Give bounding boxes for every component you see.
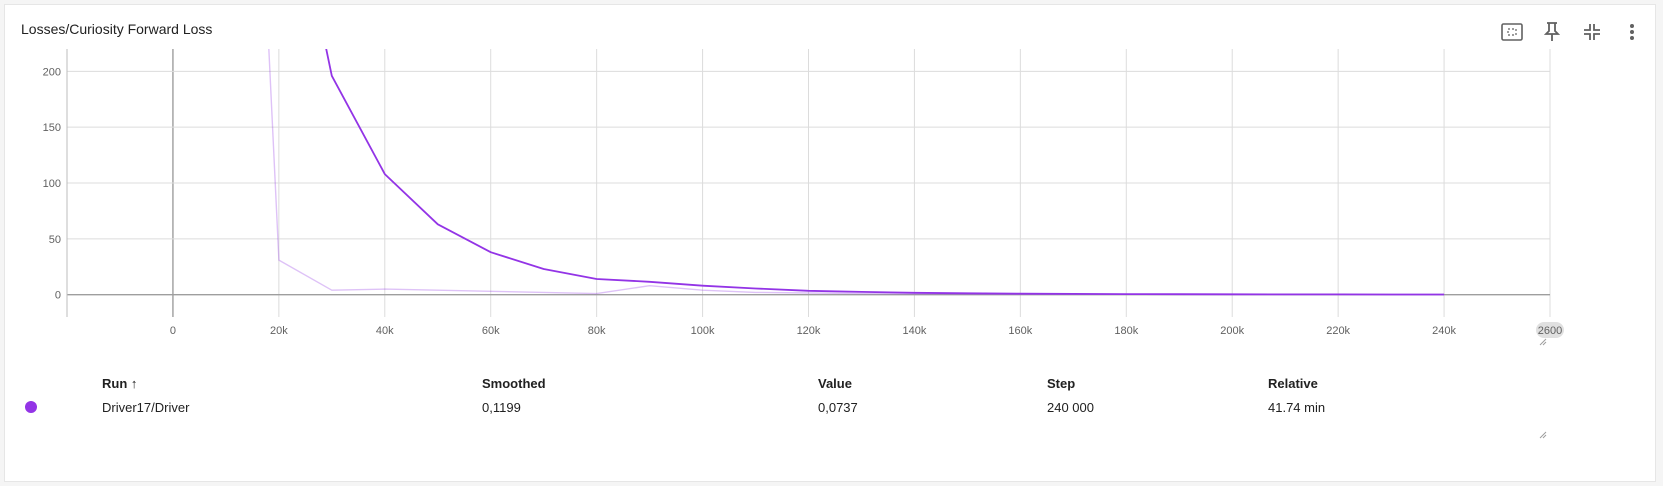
x-tick-label: 180k: [1114, 325, 1138, 337]
raw-value: 0,0737: [818, 400, 858, 415]
more-vert-icon: [1630, 24, 1634, 40]
header-value: Value: [818, 376, 852, 391]
x-tick-label: 120k: [797, 325, 821, 337]
x-tick-label: 2600: [1538, 325, 1562, 337]
x-tick-label: 140k: [902, 325, 926, 337]
run-name: Driver17/Driver: [102, 400, 190, 415]
collapse-button[interactable]: [1579, 19, 1605, 45]
step-value: 240 000: [1047, 400, 1094, 415]
smoothed-series-line: [325, 49, 1445, 296]
x-tick-label: 20k: [270, 325, 288, 337]
header-smoothed: Smoothed: [482, 376, 546, 391]
chart-card: Losses/Curiosity Forward Loss 0: [4, 4, 1656, 482]
header-step: Step: [1047, 376, 1076, 391]
y-tick-label: 100: [43, 178, 61, 190]
fit-domain-button[interactable]: [1499, 19, 1525, 45]
chart-resize-handle[interactable]: [1539, 338, 1547, 346]
card-resize-handle[interactable]: [1539, 431, 1547, 439]
x-tick-label: 240k: [1432, 325, 1456, 337]
x-tick-highlight: [1536, 322, 1564, 338]
collapse-icon: [1584, 24, 1600, 40]
relative-time: 41.74 min: [1268, 400, 1326, 415]
x-tick-label: 220k: [1326, 325, 1350, 337]
header-relative: Relative: [1268, 376, 1318, 391]
x-tick-label: 160k: [1008, 325, 1032, 337]
card-toolbar: [1499, 19, 1645, 45]
line-chart[interactable]: 0 20k 40k 60k 80k 100k 120k 140k 160k 180k 200k 220…: [5, 5, 1657, 370]
pin-icon: [1544, 22, 1560, 41]
pin-button[interactable]: [1539, 19, 1565, 45]
y-tick-label: 150: [43, 122, 61, 134]
raw-series-line: [268, 49, 1445, 296]
x-tick-label: 80k: [588, 325, 606, 337]
x-tick-label: 60k: [482, 325, 500, 337]
x-tick-label: 40k: [376, 325, 394, 337]
header-run[interactable]: Run ↑: [102, 376, 138, 391]
fit-domain-icon: [1501, 23, 1523, 41]
chart-title: Losses/Curiosity Forward Loss: [21, 21, 213, 37]
x-tick-label: 0: [170, 325, 176, 337]
y-tick-label: 0: [55, 290, 61, 302]
x-tick-label: 100k: [691, 325, 715, 337]
y-tick-label: 200: [43, 66, 61, 78]
x-tick-label: 200k: [1220, 325, 1244, 337]
more-options-button[interactable]: [1619, 19, 1645, 45]
run-color-swatch: [25, 401, 37, 413]
smoothed-value: 0,1199: [482, 400, 521, 415]
y-tick-label: 50: [49, 234, 61, 246]
